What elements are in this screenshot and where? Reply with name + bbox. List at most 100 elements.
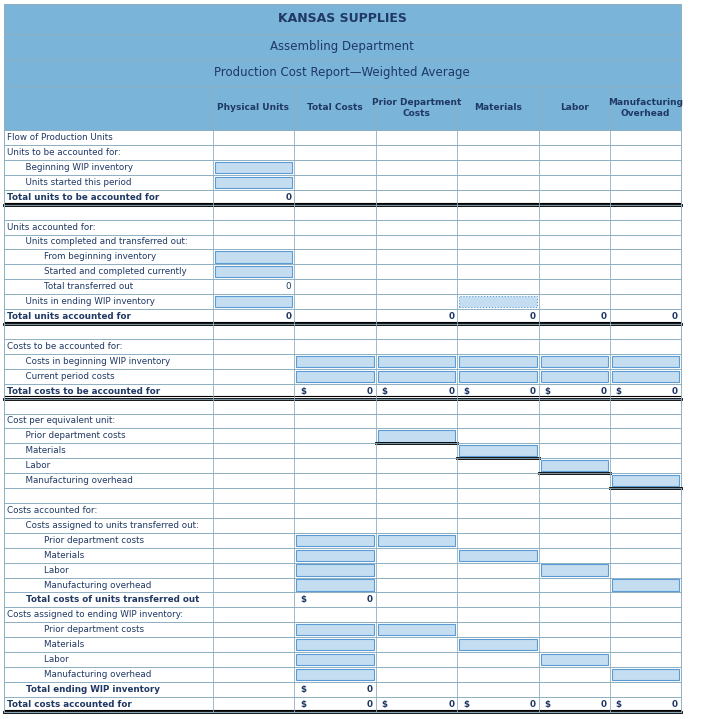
Text: Units in ending WIP inventory: Units in ending WIP inventory [20,297,155,306]
Text: KANSAS SUPPLIES: KANSAS SUPPLIES [278,12,406,25]
Bar [4,398,681,413]
Bar [541,356,608,367]
Bar [296,580,374,591]
Text: 0: 0 [601,700,607,709]
Text: Total costs to be accounted for: Total costs to be accounted for [7,387,160,395]
Text: Prior department costs: Prior department costs [33,536,144,545]
Bar [4,592,681,608]
Bar [4,234,681,249]
Text: 0: 0 [672,700,678,709]
Bar [4,309,681,324]
Text: Flow of Production Units: Flow of Production Units [7,133,113,142]
Bar [612,580,679,591]
Text: $: $ [300,685,306,694]
Text: Total transferred out: Total transferred out [33,283,133,291]
Text: 0: 0 [530,700,536,709]
Bar [296,564,374,576]
Text: Materials: Materials [33,640,84,649]
Text: Costs to be accounted for:: Costs to be accounted for: [7,342,123,351]
Bar [459,370,537,382]
Bar [459,296,537,307]
Bar [215,177,292,188]
Text: Labor: Labor [33,655,68,664]
Bar [4,265,681,279]
Text: Prior department costs: Prior department costs [20,431,125,441]
Text: $: $ [381,387,387,395]
Bar [4,160,681,175]
Text: 0: 0 [530,312,536,321]
Text: Total costs of units transferred out: Total costs of units transferred out [20,595,199,605]
Bar [612,356,679,367]
Bar [378,370,455,382]
Text: Manufacturing overhead: Manufacturing overhead [20,476,133,485]
Bar [378,624,455,636]
Bar [296,639,374,651]
Bar [4,473,681,488]
Text: Total ending WIP inventory: Total ending WIP inventory [20,685,160,694]
Text: Physical Units: Physical Units [218,104,289,112]
Bar [215,296,292,307]
Text: Prior Department
Costs: Prior Department Costs [372,99,462,117]
Bar [4,623,681,637]
Bar [296,549,374,561]
Bar [4,667,681,682]
Bar [4,429,681,444]
Text: Prior department costs: Prior department costs [33,626,144,634]
Bar [4,444,681,458]
Bar [4,563,681,577]
Text: Costs accounted for:: Costs accounted for: [7,506,97,515]
Text: 0: 0 [286,283,291,291]
Bar [296,370,374,382]
Text: Labor: Labor [20,461,50,470]
Text: Current period costs: Current period costs [20,372,114,381]
Bar [4,652,681,667]
Text: 0: 0 [286,312,291,321]
Bar [4,354,681,369]
Bar [4,219,681,234]
Text: $: $ [300,700,306,709]
Text: $: $ [300,387,306,395]
Bar [4,190,681,205]
Bar [4,533,681,548]
Bar [215,251,292,262]
Text: Total units accounted for: Total units accounted for [7,312,131,321]
Text: Units started this period: Units started this period [20,178,131,187]
Bar [4,548,681,563]
Text: 0: 0 [367,685,373,694]
Bar [4,339,681,354]
Bar [4,413,681,429]
Text: Manufacturing
Overhead: Manufacturing Overhead [608,99,683,117]
Bar [4,488,681,503]
Bar [4,205,681,219]
Bar [4,682,681,697]
Bar [459,356,537,367]
Text: Costs assigned to units transferred out:: Costs assigned to units transferred out: [20,521,199,530]
Bar [4,697,681,712]
Text: 0: 0 [672,312,678,321]
Text: Manufacturing overhead: Manufacturing overhead [33,670,151,679]
Text: $: $ [615,387,621,395]
Text: 0: 0 [367,595,373,605]
Bar [4,60,681,86]
Text: Units completed and transferred out:: Units completed and transferred out: [20,237,188,247]
Bar [4,279,681,294]
Text: Cost per equivalent unit:: Cost per equivalent unit: [7,416,116,426]
Text: 0: 0 [449,312,454,321]
Text: $: $ [545,700,550,709]
Text: $: $ [545,387,550,395]
Bar [4,130,681,145]
Text: $: $ [300,595,306,605]
Text: Manufacturing overhead: Manufacturing overhead [33,580,151,590]
Bar [459,549,537,561]
Text: Costs assigned to ending WIP inventory:: Costs assigned to ending WIP inventory: [7,610,183,619]
Bar [4,145,681,160]
Bar [459,639,537,651]
Text: Labor: Labor [560,104,588,112]
Bar [378,430,455,441]
Text: Production Cost Report—Weighted Average: Production Cost Report—Weighted Average [214,66,470,79]
Bar [612,370,679,382]
Bar [4,34,681,60]
Bar [4,608,681,623]
Bar [296,356,374,367]
Text: $: $ [615,700,621,709]
